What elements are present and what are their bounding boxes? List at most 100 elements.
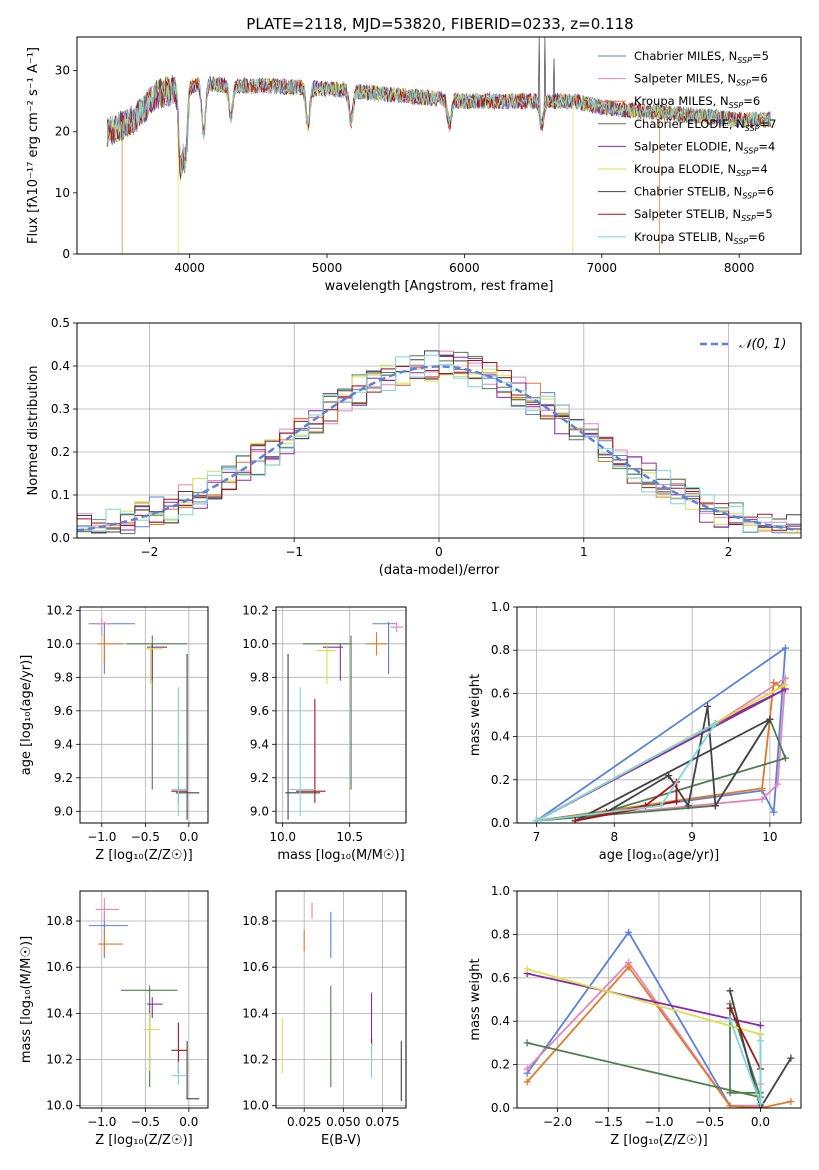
legend-sub: SSP xyxy=(744,146,759,155)
weight-marker xyxy=(756,1022,764,1030)
legend-label-kroupa-stelib: Kroupa STELIB, NSSP=6 xyxy=(634,230,765,246)
x-axis-label: mass [log₁₀(M/M☉)] xyxy=(277,848,404,863)
axes-frame xyxy=(76,322,802,539)
weight-line-salpeter-stelib xyxy=(729,1007,762,1070)
legend-sub: SSP xyxy=(729,101,744,110)
legend-name: Chabrier STELIB, N xyxy=(634,185,742,199)
weight-marker xyxy=(704,702,712,710)
legend-count: =6 xyxy=(743,94,760,108)
y-tick-label: 10.0 xyxy=(242,637,269,651)
x-tick-label: 8 xyxy=(610,830,618,844)
x-tick-label: 6000 xyxy=(449,261,480,275)
errorbar-chabrier-miles xyxy=(88,911,128,958)
legend-name: Kroupa STELIB, N xyxy=(634,230,734,244)
legend-count: =6 xyxy=(751,72,768,86)
legend-sub: SSP xyxy=(736,79,751,88)
weight-marker xyxy=(673,797,681,805)
histogram-kroupa-stelib xyxy=(77,354,801,533)
axes-frame xyxy=(275,606,407,824)
histogram-salpeter-stelib xyxy=(77,355,801,531)
y-tick-label: 9.2 xyxy=(54,771,73,785)
weight-marker xyxy=(657,802,665,810)
errorbar-kroupa-miles xyxy=(365,632,388,656)
legend-name: Chabrier MILES, N xyxy=(634,49,737,63)
y-tick-label: 0.2 xyxy=(51,445,70,459)
errorbar-kroupa-elodie xyxy=(145,643,163,685)
plot-area xyxy=(88,618,200,820)
legend-label-chabrier-stelib: Chabrier STELIB, NSSP=6 xyxy=(634,185,774,201)
y-tick-label: 0 xyxy=(62,247,70,261)
legend-count: =4 xyxy=(751,162,768,176)
spectrum-line-salpeter-stelib xyxy=(106,77,772,179)
y-axis-label: Normed distribution xyxy=(26,366,41,496)
errorbar-kroupa-miles xyxy=(97,633,124,664)
panel-residuals: −2 −1 0 1 2 0.0 0.1 0.2 0.3 0.4 0.5 (data-model)/er… xyxy=(26,316,802,578)
weight-marker xyxy=(523,965,531,973)
weight-line-salpeter-miles xyxy=(526,961,762,1107)
x-tick-label: 9 xyxy=(688,830,696,844)
x-tick-label: −1.0 xyxy=(644,1115,673,1129)
errorbar-salpeter-stelib xyxy=(171,786,188,803)
y-axis-label: mass weight xyxy=(468,958,483,1040)
y-tick-label: 10.2 xyxy=(46,603,73,617)
weight-marker xyxy=(756,1100,764,1108)
y-axis-label: age [log₁₀(age/yr)] xyxy=(19,655,34,776)
y-tick-label: 9.4 xyxy=(54,737,73,751)
x-tick-label: 0.0 xyxy=(751,1115,770,1129)
legend-count: =5 xyxy=(756,207,773,221)
x-tick-label: −1.0 xyxy=(87,1115,116,1129)
x-tick-label: −2 xyxy=(141,545,159,559)
plot-area xyxy=(281,902,402,1102)
weight-marker xyxy=(787,1054,795,1062)
y-axis-label: mass weight xyxy=(468,674,483,756)
x-tick-label: 0.0 xyxy=(179,830,198,844)
weight-marker xyxy=(726,987,734,995)
errorbar-kroupa-miles xyxy=(98,930,123,956)
x-tick-label: 0.050 xyxy=(326,1115,360,1129)
errorbar-salpeter-stelib xyxy=(296,699,326,803)
x-tick-label: 0.075 xyxy=(365,1115,399,1129)
y-axis-label: Flux [fλ10⁻¹⁷ erg cm⁻² s⁻¹ A⁻¹] xyxy=(26,47,41,244)
plot-area xyxy=(88,897,200,1100)
axes-frame xyxy=(76,36,802,255)
y-tick-label: 0.2 xyxy=(491,1058,510,1072)
figure-title: PLATE=2118, MJD=53820, FIBERID=0233, z=0… xyxy=(246,15,633,33)
y-tick-label: 9.8 xyxy=(54,670,73,684)
weight-marker xyxy=(781,644,789,652)
legend-label-salpeter-elodie: Salpeter ELODIE, NSSP=4 xyxy=(634,139,775,155)
x-tick-label: 4000 xyxy=(174,261,205,275)
x-tick-label: −0.5 xyxy=(131,830,160,844)
weight-marker xyxy=(781,681,789,689)
x-tick-label: 10 xyxy=(762,830,777,844)
errorbar-kroupa-stelib xyxy=(289,687,317,817)
legend-name: Salpeter ELODIE, N xyxy=(634,139,744,153)
y-tick-label: 9.0 xyxy=(54,804,73,818)
weight-marker xyxy=(787,1097,795,1105)
legend-sub: SSP xyxy=(745,124,760,133)
weight-line-kroupa-elodie xyxy=(526,968,761,1036)
axes-frame xyxy=(516,606,802,824)
weight-marker xyxy=(726,1102,734,1108)
weight-marker xyxy=(726,1015,734,1023)
x-axis-label: age [log₁₀(age/yr)] xyxy=(599,848,720,863)
axes-frame xyxy=(79,890,209,1109)
x-axis-label: Z [log₁₀(Z/Z☉)] xyxy=(95,848,192,863)
plot-area xyxy=(523,928,795,1108)
weight-line-kroupa-stelib xyxy=(536,722,717,822)
y-tick-label: 0.6 xyxy=(491,686,510,700)
weight-marker xyxy=(523,1078,531,1086)
errorbar-kroupa-stelib xyxy=(171,1061,187,1085)
legend-sub: SSP xyxy=(737,56,752,65)
panel-weight_vs_age: 7 8 9 10 0.0 0.2 0.4 0.6 0.8 1.0 age [log₁₀(age/yr… xyxy=(468,600,802,863)
y-tick-label: 9.6 xyxy=(250,704,269,718)
errorbar-chabrier-miles xyxy=(88,622,135,674)
weight-marker xyxy=(711,720,719,728)
y-tick-label: 1.0 xyxy=(491,600,510,614)
plot-area xyxy=(285,622,404,820)
y-tick-label: 0.4 xyxy=(51,359,70,373)
x-tick-label: −1.5 xyxy=(594,1115,623,1129)
gaussian-curve xyxy=(77,365,799,532)
weight-marker xyxy=(726,1004,734,1012)
